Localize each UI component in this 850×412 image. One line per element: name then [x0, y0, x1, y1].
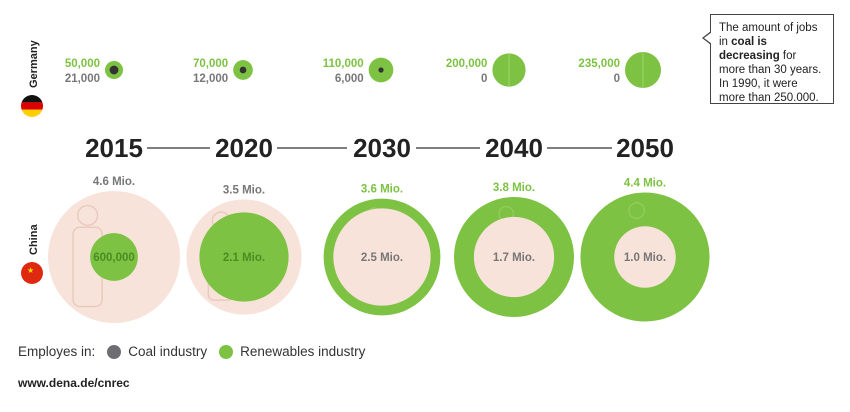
year-label-2030: 2030 [353, 133, 411, 163]
germany-flag-icon [21, 95, 43, 117]
worker-silhouette-icon [628, 202, 645, 219]
year-label-2015: 2015 [85, 133, 143, 163]
worker-head-icon [628, 202, 645, 219]
china-coal-label-2030: 2.5 Mio. [361, 252, 403, 264]
china-renewables-bubble-2015 [90, 233, 138, 281]
germany-coal-bubble-2020 [239, 66, 247, 74]
source-link[interactable]: www.dena.de/cnrec [18, 376, 130, 390]
germany-coal-label-2040: 0 [481, 73, 487, 85]
legend: Employes in: Coal industry Renewables in… [18, 344, 365, 359]
year-label-2050: 2050 [616, 133, 674, 163]
germany-coal-bubble-2015 [109, 65, 119, 75]
china-renewables-label-2040: 3.8 Mio. [493, 182, 535, 194]
callout-text-after: for more than 30 years. In 1990, it were… [719, 50, 822, 104]
germany-renewables-label-2015: 50,000 [65, 58, 100, 70]
china-renewables-label-2050: 4.4 Mio. [624, 177, 666, 189]
germany-renewables-label-2030: 110,000 [323, 58, 364, 70]
china-coal-bubble-2030 [333, 208, 431, 306]
worker-head-icon [76, 204, 99, 227]
svg-text:★: ★ [27, 266, 34, 275]
legend-label-coal: Coal industry [128, 344, 208, 359]
china-coal-bubble-2050 [614, 226, 676, 288]
china-coal-label-2050: 1.0 Mio. [624, 252, 666, 264]
germany-renewables-label-2040: 200,000 [446, 58, 488, 70]
year-label-2040: 2040 [485, 133, 543, 163]
callout-text-bold: coal is decreasing [719, 36, 780, 62]
germany-coal-label-2030: 6,000 [335, 73, 364, 85]
china-coal-label-2040: 1.7 Mio. [493, 252, 535, 264]
germany-renewables-label-2020: 70,000 [193, 58, 228, 70]
year-label-2020: 2020 [215, 133, 273, 163]
germany-coal-label-2050: 0 [614, 73, 620, 85]
china-renewables-label-2020: 2.1 Mio. [223, 252, 265, 264]
renewables-dot-icon [219, 344, 234, 359]
legend-title: Employes in: [18, 344, 96, 359]
country-label-china: China [28, 224, 40, 255]
china-renewables-bubble-2020 [199, 212, 289, 302]
china-flag-icon: ★ [21, 262, 43, 284]
legend-item-renewables: Renewables industry [219, 344, 365, 359]
china-renewables-label-2015: 600,000 [93, 252, 135, 264]
germany-coal-label-2015: 21,000 [65, 73, 100, 85]
coal-decrease-callout: The amount of jobs in coal is decreasing… [702, 14, 834, 104]
germany-coal-label-2020: 12,000 [193, 73, 228, 85]
callout-text-before: The amount of jobs in [719, 22, 818, 48]
china-renewables-label-2030: 3.6 Mio. [361, 184, 403, 196]
china-coal-label-2020: 3.5 Mio. [223, 184, 265, 196]
china-coal-label-2015: 4.6 Mio. [93, 176, 135, 188]
coal-dot-icon [107, 344, 122, 359]
legend-label-renewables: Renewables industry [240, 344, 366, 359]
country-label-germany: Germany [28, 39, 40, 88]
legend-item-coal: Coal industry [107, 344, 207, 359]
germany-renewables-label-2050: 235,000 [578, 58, 620, 70]
china-coal-bubble-2040 [473, 216, 555, 298]
germany-coal-bubble-2030 [378, 67, 384, 73]
